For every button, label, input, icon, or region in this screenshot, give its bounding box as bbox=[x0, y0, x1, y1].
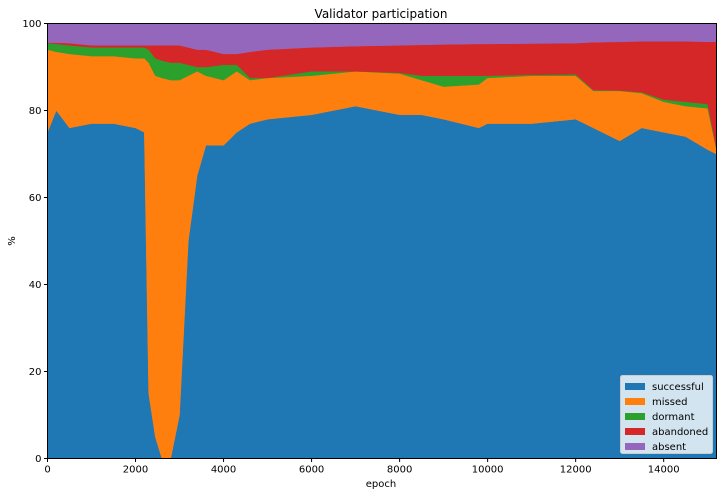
legend-swatch-successful bbox=[625, 383, 645, 390]
legend-swatch-absent bbox=[625, 443, 645, 450]
y-tick-label: 60 bbox=[29, 193, 42, 204]
legend-swatch-abandoned bbox=[625, 428, 645, 435]
chart-title: Validator participation bbox=[315, 7, 448, 21]
x-tick-label: 12000 bbox=[560, 465, 592, 476]
legend-label-successful: successful bbox=[652, 382, 704, 393]
y-tick-label: 100 bbox=[22, 19, 41, 30]
y-tick-label: 40 bbox=[29, 280, 42, 291]
legend-label-absent: absent bbox=[652, 442, 686, 453]
x-axis: 0 2000 4000 6000 8000 10000 12000 14000 bbox=[44, 458, 680, 476]
legend: successful missed dormant abandoned absent bbox=[620, 375, 713, 454]
x-tick-label: 10000 bbox=[472, 465, 504, 476]
legend-label-abandoned: abandoned bbox=[652, 427, 708, 438]
legend-label-dormant: dormant bbox=[652, 412, 695, 423]
legend-swatch-dormant bbox=[625, 413, 645, 420]
x-tick-label: 4000 bbox=[211, 465, 236, 476]
x-tick-label: 6000 bbox=[299, 465, 324, 476]
x-tick-label: 0 bbox=[44, 465, 50, 476]
plot-frame bbox=[47, 23, 717, 459]
y-axis: 0 20 40 60 80 100 bbox=[22, 19, 48, 465]
x-axis-label: epoch bbox=[366, 479, 396, 490]
y-axis-label: % bbox=[7, 236, 18, 246]
series-areas bbox=[47, 23, 717, 459]
x-tick-label: 8000 bbox=[387, 465, 412, 476]
x-tick-label: 2000 bbox=[123, 465, 148, 476]
y-tick-label: 20 bbox=[29, 367, 42, 378]
y-tick-label: 80 bbox=[29, 106, 42, 117]
y-tick-label: 0 bbox=[35, 454, 41, 465]
legend-label-missed: missed bbox=[652, 397, 687, 408]
legend-swatch-missed bbox=[625, 398, 645, 405]
x-tick-label: 14000 bbox=[648, 465, 680, 476]
